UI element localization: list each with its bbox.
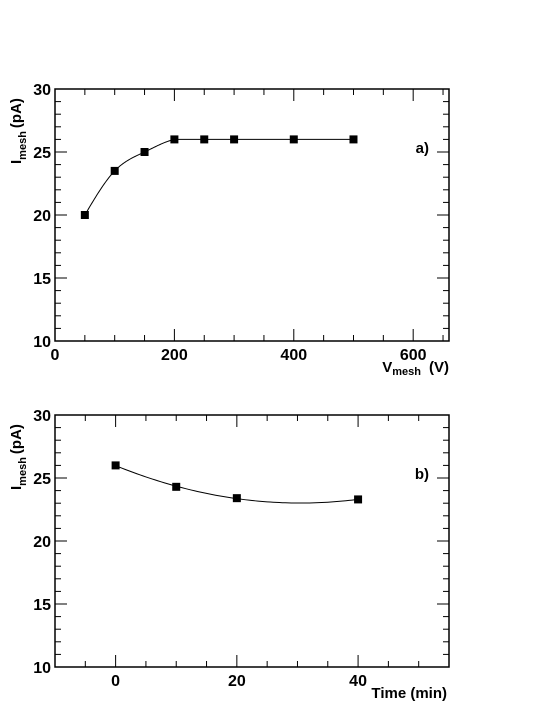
fit-curve: [84, 138, 354, 216]
x-axis-label-sub: mesh: [392, 366, 421, 378]
x-axis-label-main: V: [382, 359, 392, 376]
data-point: [230, 135, 239, 144]
data-point: [289, 135, 298, 144]
panel-label: b): [415, 466, 429, 483]
data-point: [200, 135, 209, 144]
y-tick-label: 25: [33, 471, 51, 488]
y-axis-label-main: I: [8, 160, 25, 164]
y-tick-label: 25: [33, 145, 51, 162]
y-tick-label: 10: [33, 334, 51, 351]
plot-frame: [54, 88, 450, 342]
y-tick-label: 15: [33, 597, 51, 614]
x-axis-label-unit: (V): [429, 359, 449, 376]
y-axis-label: Imesh (pA): [8, 424, 29, 490]
panel-b: 10 15 20 25 30 0 20 40 Imesh (pA) Time (min) b): [8, 408, 450, 702]
panel-a: 10 15 20 25 30 0 200 400 600 Imesh (pA) Vmesh (V) a): [8, 82, 450, 378]
data-point: [111, 461, 120, 470]
data-point: [110, 166, 119, 175]
x-tick-label: 600: [400, 347, 427, 364]
y-axis-label-main: I: [8, 486, 25, 490]
data-point: [140, 148, 149, 156]
y-tick-label: 30: [33, 82, 51, 99]
x-axis-label: Vmesh (V): [382, 359, 449, 378]
y-tick-label: 30: [33, 408, 51, 425]
x-tick-label: 0: [51, 347, 60, 364]
y-tick-label: 20: [33, 208, 51, 225]
x-tick-label: 200: [161, 347, 188, 364]
x-axis-label: Time (min): [371, 685, 447, 702]
y-axis-label: Imesh (pA): [8, 98, 29, 164]
data-point: [354, 495, 363, 504]
data-point: [80, 211, 89, 219]
data-point: [349, 135, 358, 144]
y-axis-label-unit: (pA): [8, 98, 25, 128]
data-point: [172, 482, 181, 491]
y-axis-label-sub: mesh: [17, 131, 29, 160]
y-axis-label-unit: (pA): [8, 424, 25, 454]
x-tick-label: 400: [280, 347, 307, 364]
data-point: [232, 494, 241, 503]
panel-label: a): [416, 140, 429, 157]
x-tick-label: 20: [228, 673, 246, 690]
data-point: [170, 135, 179, 144]
x-tick-label: 40: [349, 673, 367, 690]
y-tick-label: 20: [33, 534, 51, 551]
plot-frame: [54, 414, 450, 668]
y-tick-label: 15: [33, 271, 51, 288]
x-tick-label: 0: [111, 673, 120, 690]
y-axis-label-sub: mesh: [17, 457, 29, 486]
y-tick-label: 10: [33, 660, 51, 677]
